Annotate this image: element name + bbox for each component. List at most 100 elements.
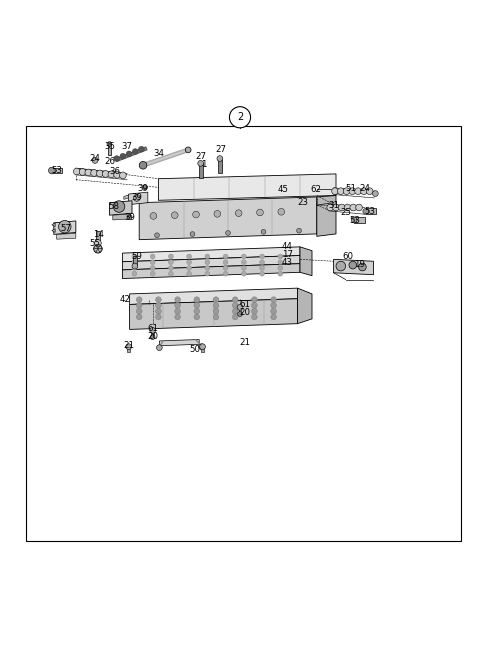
Circle shape: [232, 303, 238, 309]
Circle shape: [168, 254, 173, 259]
Circle shape: [190, 232, 195, 236]
Circle shape: [114, 156, 120, 161]
Circle shape: [297, 228, 301, 233]
Text: 39: 39: [138, 184, 148, 193]
Circle shape: [136, 297, 142, 303]
Circle shape: [278, 271, 283, 276]
Text: 58: 58: [109, 202, 120, 211]
Circle shape: [175, 309, 180, 314]
Circle shape: [136, 303, 142, 309]
Circle shape: [271, 303, 276, 309]
Bar: [133, 255, 137, 266]
Circle shape: [360, 188, 367, 195]
Circle shape: [350, 204, 357, 211]
Bar: [26, 126, 461, 541]
Circle shape: [241, 265, 246, 271]
Circle shape: [107, 141, 112, 147]
Circle shape: [223, 271, 228, 276]
Text: 26: 26: [104, 157, 115, 166]
Polygon shape: [334, 259, 373, 274]
Circle shape: [194, 309, 200, 314]
Circle shape: [198, 160, 204, 166]
Circle shape: [156, 345, 162, 350]
Circle shape: [344, 204, 351, 211]
Text: 2: 2: [237, 112, 243, 122]
Circle shape: [168, 265, 173, 271]
Circle shape: [108, 171, 115, 178]
Circle shape: [192, 211, 199, 218]
Circle shape: [260, 271, 264, 276]
Circle shape: [213, 309, 219, 314]
Circle shape: [205, 260, 210, 265]
Circle shape: [175, 303, 180, 309]
Circle shape: [114, 172, 120, 178]
Text: 14: 14: [93, 230, 104, 239]
Text: 59: 59: [132, 252, 142, 261]
Circle shape: [175, 297, 180, 303]
Text: 27: 27: [216, 145, 226, 155]
Text: 57: 57: [61, 224, 72, 233]
Circle shape: [205, 254, 210, 259]
Circle shape: [363, 208, 369, 214]
Circle shape: [223, 260, 228, 265]
Text: 53: 53: [51, 166, 62, 175]
Polygon shape: [113, 214, 127, 220]
Text: 43: 43: [282, 257, 292, 267]
Circle shape: [95, 240, 101, 246]
Circle shape: [132, 149, 138, 155]
Polygon shape: [94, 249, 98, 253]
Circle shape: [366, 188, 373, 195]
Bar: [151, 330, 154, 337]
Text: 61: 61: [147, 324, 158, 333]
Circle shape: [232, 297, 238, 303]
Circle shape: [223, 265, 228, 271]
Circle shape: [223, 254, 228, 259]
Text: 53: 53: [350, 216, 360, 225]
Polygon shape: [139, 197, 317, 240]
Circle shape: [351, 217, 357, 223]
Polygon shape: [96, 249, 100, 253]
Circle shape: [327, 204, 334, 211]
Circle shape: [332, 188, 338, 195]
Circle shape: [194, 297, 200, 303]
Bar: [354, 217, 365, 223]
Circle shape: [168, 271, 173, 276]
Circle shape: [132, 254, 137, 259]
Circle shape: [150, 271, 155, 276]
Circle shape: [136, 309, 142, 314]
Circle shape: [187, 271, 192, 276]
Text: 34: 34: [153, 149, 164, 159]
Polygon shape: [300, 247, 312, 276]
Circle shape: [120, 172, 126, 179]
Circle shape: [85, 169, 92, 176]
Text: 60: 60: [343, 252, 353, 261]
Circle shape: [126, 151, 132, 157]
Circle shape: [355, 188, 361, 195]
Circle shape: [79, 168, 86, 176]
Circle shape: [252, 303, 257, 309]
Circle shape: [91, 170, 97, 176]
Circle shape: [260, 260, 264, 265]
Circle shape: [333, 204, 339, 211]
Circle shape: [156, 297, 161, 303]
Text: 20: 20: [147, 331, 158, 341]
Text: 44: 44: [282, 242, 292, 252]
Circle shape: [232, 309, 238, 314]
Circle shape: [213, 314, 219, 320]
Circle shape: [336, 261, 346, 271]
Circle shape: [205, 271, 210, 276]
Text: 62: 62: [311, 185, 321, 194]
Circle shape: [241, 271, 246, 276]
Text: 24: 24: [360, 184, 370, 193]
Text: 61: 61: [240, 300, 250, 309]
Bar: [199, 163, 203, 178]
Circle shape: [150, 260, 155, 265]
Circle shape: [150, 213, 157, 219]
Circle shape: [102, 170, 109, 178]
Text: 31: 31: [328, 200, 339, 210]
Bar: [218, 159, 222, 173]
Circle shape: [155, 233, 159, 238]
Polygon shape: [54, 221, 76, 234]
Text: 37: 37: [122, 141, 132, 151]
Circle shape: [126, 344, 132, 350]
